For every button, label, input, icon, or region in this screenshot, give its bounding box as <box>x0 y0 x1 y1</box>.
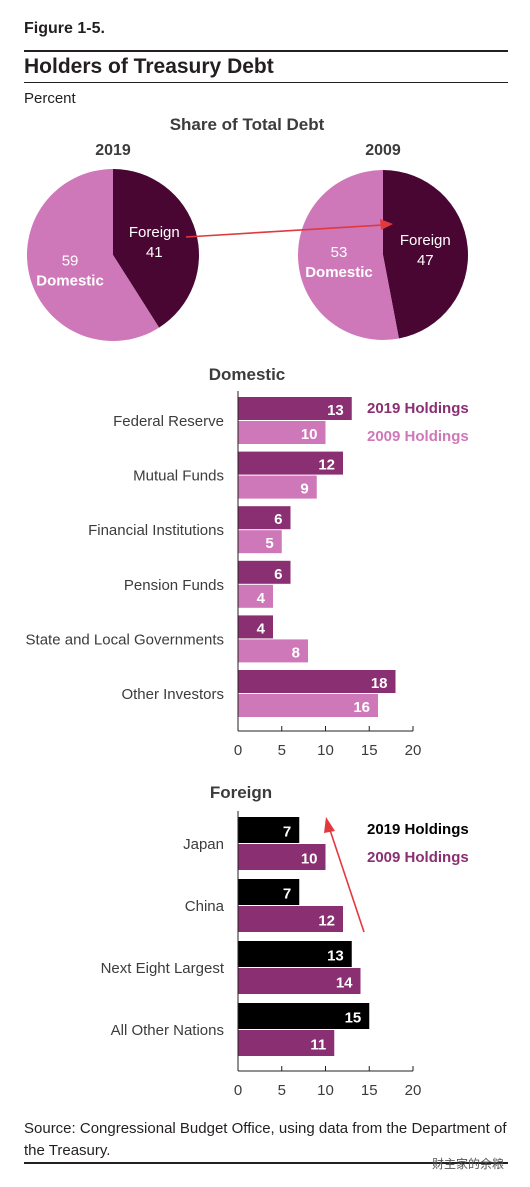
bar-domestic-s0-3 <box>238 560 291 584</box>
pie-label-foreign-name: Foreign <box>400 232 451 249</box>
pie-label-domestic-name: Domestic <box>36 272 104 289</box>
bar-value-label: 11 <box>310 1037 326 1054</box>
bar-foreign-s0-3 <box>238 1003 370 1029</box>
bar-value-label: 5 <box>265 535 273 552</box>
pie-label-foreign-value: 47 <box>417 252 434 269</box>
category-label: Pension Funds <box>124 577 224 594</box>
bar-value-label: 6 <box>274 511 282 528</box>
category-label: Japan <box>183 836 224 853</box>
source-note: Source: Congressional Budget Office, usi… <box>24 1120 507 1159</box>
bar-foreign-s1-2 <box>238 968 361 994</box>
legend-entry-1: 2009 Holdings <box>367 849 469 866</box>
bar-domestic-s0-1 <box>238 451 343 475</box>
pie-label-foreign-value: 41 <box>146 244 163 261</box>
bar-value-label: 9 <box>300 481 308 498</box>
pie-section-title: Share of Total Debt <box>170 115 325 134</box>
bar-domestic-s0-5 <box>238 670 396 693</box>
x-tick-label: 5 <box>278 1082 286 1099</box>
bar-chart-title-foreign: Foreign <box>210 783 272 802</box>
bar-value-label: 10 <box>301 851 318 868</box>
pie-label-domestic-value: 59 <box>62 252 79 269</box>
bar-value-label: 10 <box>301 426 318 443</box>
bar-value-label: 12 <box>318 457 335 474</box>
category-label: All Other Nations <box>111 1022 224 1039</box>
bar-value-label: 7 <box>283 824 291 841</box>
foreign-annotation-arrow-head <box>324 817 335 833</box>
bar-domestic-s1-4 <box>238 639 308 663</box>
bar-foreign-s0-1 <box>238 879 300 905</box>
bar-chart-title-domestic: Domestic <box>209 365 286 384</box>
bar-value-label: 14 <box>336 975 353 992</box>
bar-domestic-s1-5 <box>238 694 378 717</box>
pie-slice-foreign <box>383 170 469 339</box>
x-tick-label: 10 <box>317 1082 334 1099</box>
x-tick-label: 15 <box>361 742 378 759</box>
bar-value-label: 4 <box>257 590 266 607</box>
pie-label-foreign-name: Foreign <box>129 224 180 241</box>
category-label: Next Eight Largest <box>101 960 225 977</box>
foreign-annotation-arrow-line <box>328 826 365 933</box>
legend-entry-0: 2019 Holdings <box>367 821 469 838</box>
pie-label-domestic-name: Domestic <box>305 264 373 281</box>
bar-foreign-s0-0 <box>238 817 300 843</box>
bar-domestic-s1-3 <box>238 584 273 608</box>
bar-value-label: 4 <box>257 620 266 637</box>
bar-domestic-s0-4 <box>238 615 273 639</box>
x-tick-label: 20 <box>405 742 422 759</box>
bar-value-label: 7 <box>283 886 291 903</box>
bar-value-label: 8 <box>292 644 300 661</box>
x-tick-label: 0 <box>234 1082 242 1099</box>
pie-year-label-2019: 2019 <box>95 142 131 159</box>
watermark: 财主家的余粮 <box>432 1157 505 1171</box>
legend-entry-1: 2009 Holdings <box>367 428 469 445</box>
x-tick-label: 0 <box>234 742 242 759</box>
bar-value-label: 6 <box>274 566 282 583</box>
x-tick-label: 15 <box>361 1082 378 1099</box>
category-label: Federal Reserve <box>113 413 224 430</box>
category-label: Mutual Funds <box>133 468 224 485</box>
bar-value-label: 16 <box>353 699 370 716</box>
bar-value-label: 18 <box>371 675 388 692</box>
bar-value-label: 13 <box>327 948 344 965</box>
title-rule <box>24 82 508 83</box>
units-label: Percent <box>24 90 76 107</box>
bar-domestic-s1-1 <box>238 475 317 499</box>
bar-foreign-s1-0 <box>238 844 326 870</box>
category-label: Financial Institutions <box>88 522 224 539</box>
pie-slice-domestic <box>27 169 160 341</box>
pie-comparison-arrow-head <box>380 219 393 230</box>
legend-entry-0: 2019 Holdings <box>367 400 469 417</box>
pie-slice-foreign <box>113 169 200 328</box>
bar-foreign-s1-3 <box>238 1030 335 1056</box>
bar-foreign-s0-2 <box>238 941 352 967</box>
category-label: Other Investors <box>121 686 224 703</box>
figure-canvas: Share of Total Debt2019Foreign4159Domest… <box>26 115 469 1099</box>
bar-domestic-s1-2 <box>238 530 282 554</box>
x-tick-label: 20 <box>405 1082 422 1099</box>
pie-year-label-2009: 2009 <box>365 142 401 159</box>
bar-value-label: 12 <box>318 913 335 930</box>
bar-value-label: 15 <box>345 1010 362 1027</box>
figure-label: Figure 1-5. <box>24 20 105 37</box>
bottom-rule <box>24 1162 508 1164</box>
pie-slice-domestic <box>298 170 399 340</box>
bar-domestic-s1-0 <box>238 421 326 444</box>
bar-domestic-s0-2 <box>238 506 291 530</box>
bar-value-label: 13 <box>327 402 344 419</box>
bar-foreign-s1-1 <box>238 906 343 932</box>
category-label: State and Local Governments <box>26 631 224 648</box>
pie-comparison-arrow-line <box>185 224 384 238</box>
category-label: China <box>185 898 225 915</box>
x-tick-label: 10 <box>317 742 334 759</box>
figure-title: Holders of Treasury Debt <box>24 55 274 78</box>
top-rule <box>24 50 508 52</box>
pie-label-domestic-value: 53 <box>331 244 348 261</box>
x-tick-label: 5 <box>278 742 286 759</box>
bar-domestic-s0-0 <box>238 397 352 420</box>
